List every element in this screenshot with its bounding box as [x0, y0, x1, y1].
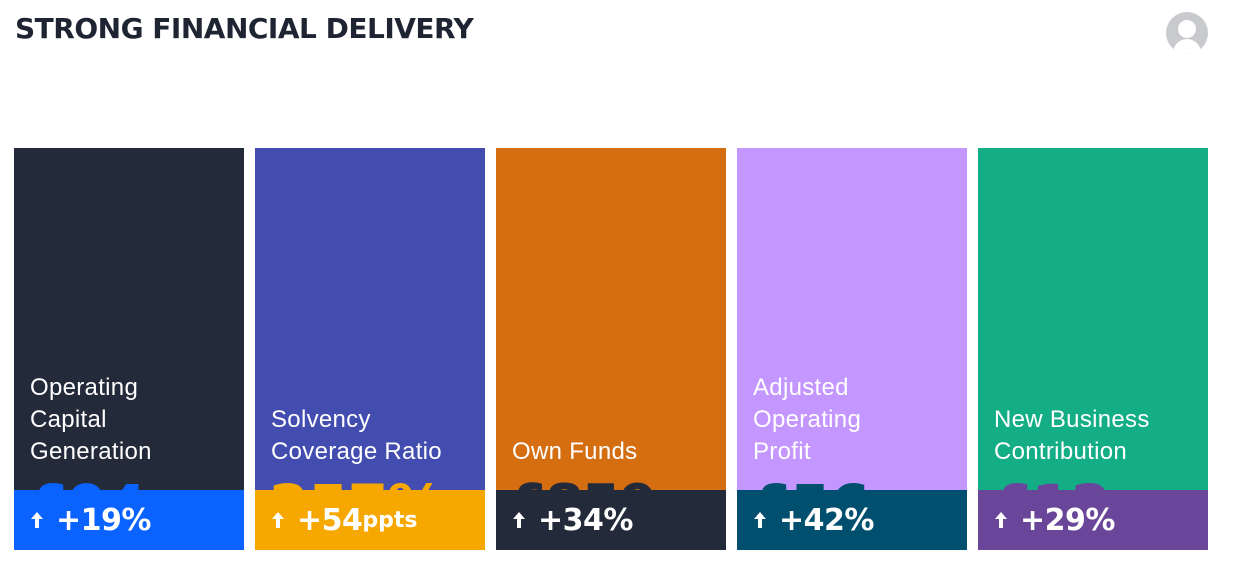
arrow-up-icon [994, 511, 1008, 529]
kpi-label-line: Generation [30, 438, 152, 465]
kpi-label-line: Own Funds [512, 438, 638, 465]
kpi-card-top [978, 148, 1208, 490]
kpi-label-line: Solvency [271, 406, 371, 433]
page-title: STRONG FINANCIAL DELIVERY [15, 12, 474, 45]
kpi-change-bar: +29% [978, 490, 1208, 550]
kpi-label-line: Operating [753, 406, 862, 433]
kpi-card-solvency-coverage-ratio: Solvency Coverage Ratio 257% +54 ppts [255, 148, 485, 550]
arrow-up-icon [512, 511, 526, 529]
kpi-card-operating-capital-generation: Operating Capital Generation £94m +19% [14, 148, 244, 550]
kpi-card-top [737, 148, 967, 490]
kpi-label-line: Operating [30, 374, 139, 401]
kpi-change-value: +34% [538, 502, 633, 538]
kpi-change-value: +54 [297, 502, 363, 538]
kpi-label-line: Adjusted [753, 374, 849, 401]
kpi-label-line: Contribution [994, 438, 1128, 465]
kpi-card-adjusted-operating-profit: Adjusted Operating Profit £56m +42% [737, 148, 967, 550]
kpi-label: Adjusted Operating Profit [753, 372, 967, 468]
kpi-change-value: +42% [779, 502, 874, 538]
kpi-change-bar: +42% [737, 490, 967, 550]
arrow-up-icon [271, 511, 285, 529]
kpi-label: Solvency Coverage Ratio [271, 404, 485, 468]
kpi-change-value: +19% [56, 502, 151, 538]
kpi-label: Own Funds [512, 436, 726, 468]
kpi-card-top [14, 148, 244, 490]
kpi-label-line: Coverage Ratio [271, 438, 442, 465]
kpi-change-unit: ppts [362, 507, 418, 533]
avatar-shoulders-shape [1173, 39, 1201, 54]
kpi-card-top [496, 148, 726, 490]
kpi-label-line: Profit [753, 438, 811, 465]
arrow-up-icon [30, 511, 44, 529]
kpi-label-line: Capital [30, 406, 107, 433]
kpi-label-line: New Business [994, 406, 1150, 433]
kpi-change-bar: +54 ppts [255, 490, 485, 550]
kpi-card-new-business-contribution: New Business Contribution £12m +29% [978, 148, 1208, 550]
kpi-label: New Business Contribution [994, 404, 1208, 468]
user-avatar-icon[interactable] [1166, 12, 1208, 54]
kpi-change-bar: +34% [496, 490, 726, 550]
kpi-change-value: +29% [1020, 502, 1115, 538]
kpi-change-bar: +19% [14, 490, 244, 550]
kpi-label: Operating Capital Generation [30, 372, 244, 468]
kpi-card-top [255, 148, 485, 490]
arrow-up-icon [753, 511, 767, 529]
kpi-card-own-funds: Own Funds £859m +34% [496, 148, 726, 550]
avatar-head-shape [1178, 20, 1196, 38]
